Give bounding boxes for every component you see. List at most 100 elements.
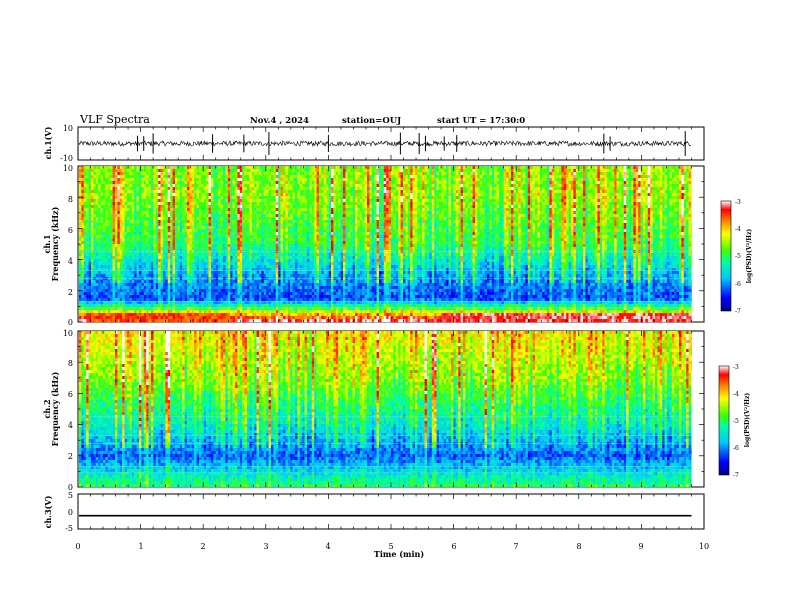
spectrogram-cell xyxy=(160,262,164,266)
spectrogram-cell xyxy=(103,181,106,185)
spectrogram-cell xyxy=(213,268,216,272)
spectrogram-cell xyxy=(203,274,207,278)
spectrogram-cell xyxy=(247,262,250,266)
spectrogram-cell xyxy=(83,271,87,275)
spectrogram-cell xyxy=(227,226,231,230)
spectrogram-cell xyxy=(81,211,84,215)
spectrogram-cell xyxy=(254,259,257,263)
spectrogram-cell xyxy=(203,172,207,176)
spectrogram-cell xyxy=(223,265,226,269)
spectrogram-cell xyxy=(117,202,120,206)
spectrogram-cell xyxy=(170,238,173,242)
spectrogram-cell xyxy=(86,232,89,236)
spectrogram-cell xyxy=(117,268,120,272)
spectrogram-cell xyxy=(242,244,245,248)
spectrogram-cell xyxy=(299,214,303,218)
spectrogram-cell xyxy=(287,190,291,194)
spectrogram-cell xyxy=(242,286,245,290)
spectrogram-cell xyxy=(249,187,252,191)
spectrogram-cell xyxy=(218,247,221,251)
spectrogram-cell xyxy=(227,199,231,203)
spectrogram-cell xyxy=(213,238,216,242)
spectrogram-cell xyxy=(283,310,286,314)
spectrogram-cell xyxy=(220,310,224,314)
spectrogram-cell xyxy=(189,199,192,203)
spectrogram-cell xyxy=(213,262,216,266)
spectrogram-cell xyxy=(225,205,228,209)
spectrogram-cell xyxy=(244,286,248,290)
spectrogram-cell xyxy=(172,319,176,323)
spectrogram-cell xyxy=(187,268,190,272)
spectrogram-cell xyxy=(227,223,231,227)
spectrogram-cell xyxy=(304,190,308,194)
spectrogram-cell xyxy=(285,277,288,281)
spectrogram-cell xyxy=(280,214,284,218)
spectrogram-cell xyxy=(191,241,195,245)
spectrogram-cell xyxy=(141,214,144,218)
spectrogram-cell xyxy=(81,301,84,305)
spectrogram-cell xyxy=(88,244,92,248)
spectrogram-cell xyxy=(307,244,310,248)
spectrogram-cell xyxy=(261,298,264,302)
spectrogram-cell xyxy=(283,166,286,170)
spectrogram-cell xyxy=(91,229,94,233)
spectrogram-cell xyxy=(191,262,195,266)
spectrogram-cell xyxy=(184,184,188,188)
spectrogram-cell xyxy=(110,241,113,245)
spectrogram-cell xyxy=(268,214,272,218)
spectrogram-cell xyxy=(122,214,125,218)
spectrogram-cell xyxy=(266,202,269,206)
spectrogram-cell xyxy=(98,196,101,200)
spectrogram-cell xyxy=(146,268,149,272)
spectrogram-cell xyxy=(213,196,216,200)
spectrogram-cell xyxy=(179,199,183,203)
spectrogram-cell xyxy=(151,232,154,236)
spectrogram-cell xyxy=(249,283,252,287)
spectrogram-cell xyxy=(251,316,255,320)
spectrogram-cell xyxy=(302,298,305,302)
spectrogram-cell xyxy=(206,253,209,257)
spectrogram-cell xyxy=(208,247,212,251)
spectrogram-cell xyxy=(182,232,185,236)
spectrogram-cell xyxy=(112,244,116,248)
spectrogram-cell xyxy=(242,301,245,305)
spectrogram-cell xyxy=(131,277,135,281)
spectrogram-cell xyxy=(254,262,257,266)
spectrogram-cell xyxy=(213,289,216,293)
spectrogram-cell xyxy=(175,178,178,182)
spectrogram-cell xyxy=(131,208,135,212)
spectrogram-cell xyxy=(242,196,245,200)
spectrogram-cell xyxy=(196,244,200,248)
spectrogram-cell xyxy=(127,238,130,242)
spectrogram-cell xyxy=(194,214,197,218)
spectrogram-cell xyxy=(225,172,228,176)
spectrogram-cell xyxy=(271,199,274,203)
spectrogram-cell xyxy=(254,208,257,212)
spectrogram-cell xyxy=(203,211,207,215)
spectrogram-cell xyxy=(237,187,240,191)
spectrogram-cell xyxy=(275,208,279,212)
spectrogram-cell xyxy=(127,271,130,275)
spectrogram-cell xyxy=(220,253,224,257)
spectrogram-cell xyxy=(249,202,252,206)
spectrogram-cell xyxy=(187,202,190,206)
spectrogram-cell xyxy=(290,304,293,308)
spectrogram-cell xyxy=(203,286,207,290)
spectrogram-cell xyxy=(283,211,286,215)
spectrogram-cell xyxy=(191,301,195,305)
spectrogram-cell xyxy=(244,193,248,197)
spectrogram-cell xyxy=(124,253,128,257)
spectrogram-cell xyxy=(297,313,300,317)
spectrogram-cell xyxy=(218,310,221,314)
spectrogram-cell xyxy=(95,184,99,188)
spectrogram-cell xyxy=(184,199,188,203)
spectrogram-cell xyxy=(196,199,200,203)
spectrogram-cell xyxy=(203,247,207,251)
spectrogram-cell xyxy=(285,316,288,320)
spectrogram-cell xyxy=(196,172,200,176)
spectrogram-cell xyxy=(220,196,224,200)
spectrogram-cell xyxy=(266,223,269,227)
spectrogram-cell xyxy=(275,319,279,323)
spectrogram-cell xyxy=(287,208,291,212)
spectrogram-cell xyxy=(189,175,192,179)
